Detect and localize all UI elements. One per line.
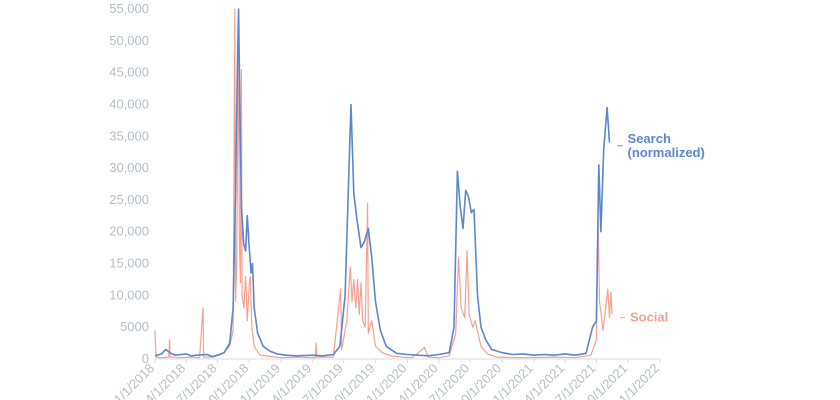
y-tick-label: 15,000: [109, 256, 149, 271]
y-tick-label: 55,000: [109, 1, 149, 16]
y-tick-label: 45,000: [109, 65, 149, 80]
y-tick-label: 35,000: [109, 128, 149, 143]
y-tick-label: 5000: [120, 319, 149, 334]
series-label-search: Search (normalized): [628, 131, 705, 160]
series-label-social: Social: [630, 310, 668, 325]
y-axis: 0 5000 10,000 15,000 20,000 25,000 30,000 35,00…: [109, 1, 149, 366]
series-line-search: [154, 8, 611, 358]
x-axis: 1/1/20184/1/20187/1/201810/1/20181/1/201…: [111, 358, 662, 400]
y-tick-label: 20,000: [109, 224, 149, 239]
series-layer: [154, 8, 613, 359]
series-labels: Search (normalized) Social: [617, 131, 705, 325]
y-tick-label: 25,000: [109, 192, 149, 207]
series-line-social: [154, 8, 613, 359]
y-tick-label: 50,000: [109, 33, 149, 48]
y-tick-label: 40,000: [109, 96, 149, 111]
y-tick-label: 10,000: [109, 287, 149, 302]
y-tick-label: 30,000: [109, 160, 149, 175]
y-tick-label: 0: [142, 351, 149, 366]
